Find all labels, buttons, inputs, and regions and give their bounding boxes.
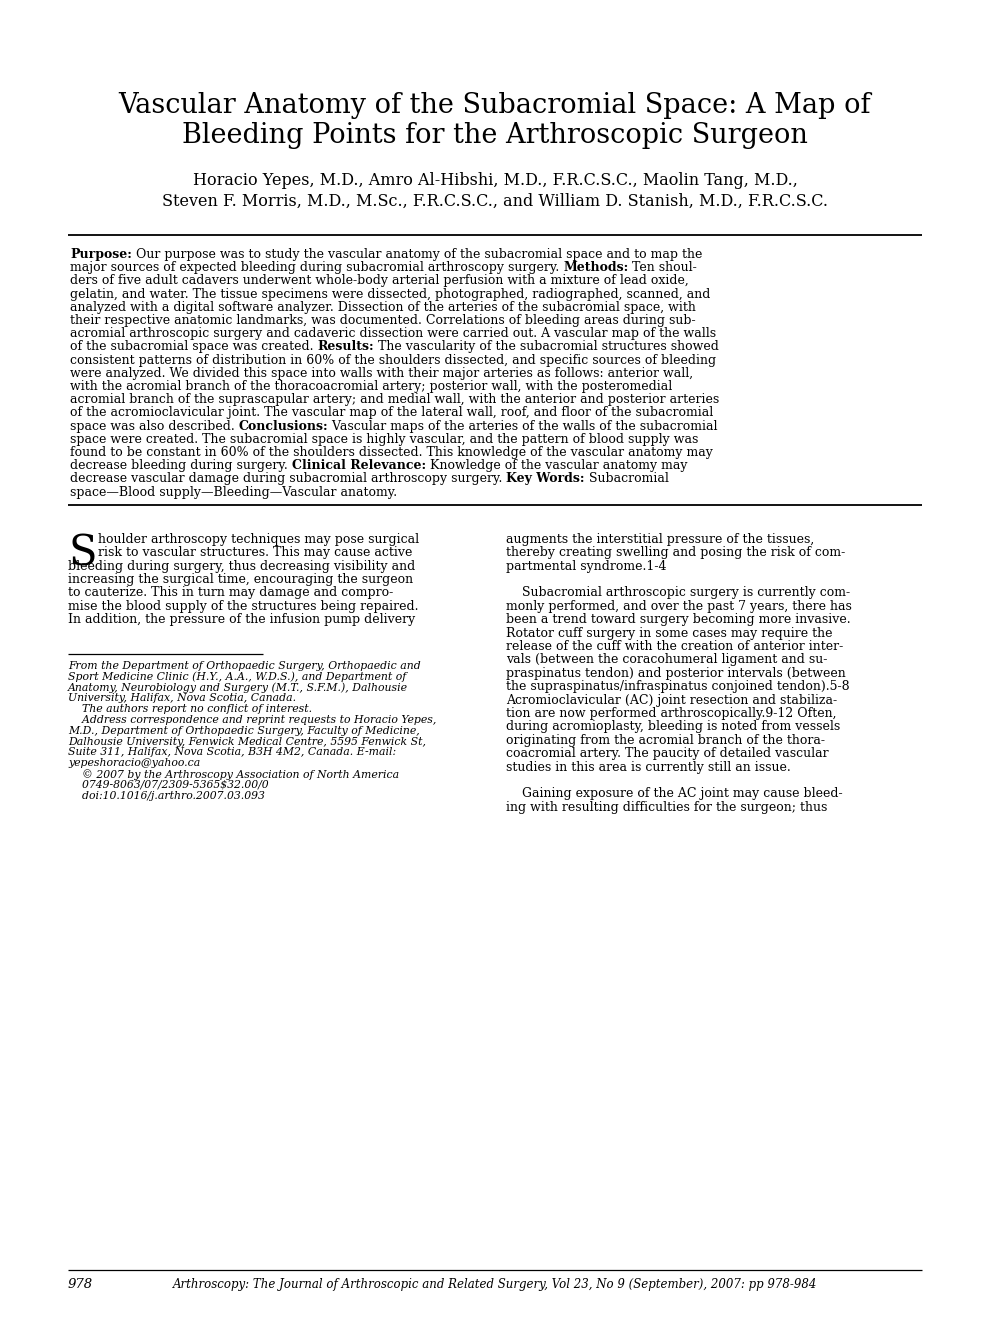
Text: thereby creating swelling and posing the risk of com-: thereby creating swelling and posing the…	[506, 546, 845, 560]
Text: bleeding during surgery, thus decreasing visibility and: bleeding during surgery, thus decreasing…	[68, 560, 415, 573]
Text: tion are now performed arthroscopically.9-12 Often,: tion are now performed arthroscopically.…	[506, 708, 837, 719]
Text: to cauterize. This in turn may damage and compro-: to cauterize. This in turn may damage an…	[68, 586, 393, 599]
Text: vals (between the coracohumeral ligament and su-: vals (between the coracohumeral ligament…	[506, 653, 828, 667]
Text: originating from the acromial branch of the thora-: originating from the acromial branch of …	[506, 734, 825, 747]
Text: Subacromial arthroscopic surgery is currently com-: Subacromial arthroscopic surgery is curr…	[506, 586, 850, 599]
Text: were analyzed. We divided this space into walls with their major arteries as fol: were analyzed. We divided this space int…	[70, 367, 693, 380]
Text: found to be constant in 60% of the shoulders dissected. This knowledge of the va: found to be constant in 60% of the shoul…	[70, 446, 713, 459]
Text: space—Blood supply—Bleeding—Vascular anatomy.: space—Blood supply—Bleeding—Vascular ana…	[70, 486, 397, 499]
Text: Acromioclavicular (AC) joint resection and stabiliza-: Acromioclavicular (AC) joint resection a…	[506, 693, 838, 706]
Text: coacromial artery. The paucity of detailed vascular: coacromial artery. The paucity of detail…	[506, 747, 829, 760]
Text: Clinical Relevance:: Clinical Relevance:	[292, 459, 426, 473]
Text: analyzed with a digital software analyzer. Dissection of the arteries of the sub: analyzed with a digital software analyze…	[70, 301, 696, 314]
Text: major sources of expected bleeding during subacromial arthroscopy surgery.: major sources of expected bleeding durin…	[70, 261, 563, 275]
Text: 0749-8063/07/2309-5365$32.00/0: 0749-8063/07/2309-5365$32.00/0	[68, 780, 268, 789]
Text: mise the blood supply of the structures being repaired.: mise the blood supply of the structures …	[68, 599, 419, 612]
Text: The authors report no conflict of interest.: The authors report no conflict of intere…	[68, 704, 312, 714]
Text: partmental syndrome.1-4: partmental syndrome.1-4	[506, 560, 666, 573]
Text: monly performed, and over the past 7 years, there has: monly performed, and over the past 7 yea…	[506, 599, 851, 612]
Text: increasing the surgical time, encouraging the surgeon: increasing the surgical time, encouragin…	[68, 573, 413, 586]
Text: space was also described.: space was also described.	[70, 420, 239, 433]
Text: Conclusions:: Conclusions:	[239, 420, 329, 433]
Text: In addition, the pressure of the infusion pump delivery: In addition, the pressure of the infusio…	[68, 614, 415, 626]
Text: the supraspinatus/infraspinatus conjoined tendon).5-8: the supraspinatus/infraspinatus conjoine…	[506, 680, 849, 693]
Text: S: S	[68, 533, 96, 574]
Text: Sport Medicine Clinic (H.Y., A.A., W.D.S.), and Department of: Sport Medicine Clinic (H.Y., A.A., W.D.S…	[68, 672, 406, 682]
Text: consistent patterns of distribution in 60% of the shoulders dissected, and speci: consistent patterns of distribution in 6…	[70, 354, 716, 367]
Text: decrease vascular damage during subacromial arthroscopy surgery.: decrease vascular damage during subacrom…	[70, 473, 506, 486]
Text: Subacromial: Subacromial	[585, 473, 669, 486]
Text: Vascular Anatomy of the Subacromial Space: A Map of: Vascular Anatomy of the Subacromial Spac…	[119, 92, 871, 119]
Text: ing with resulting difficulties for the surgeon; thus: ing with resulting difficulties for the …	[506, 801, 828, 814]
Text: their respective anatomic landmarks, was documented. Correlations of bleeding ar: their respective anatomic landmarks, was…	[70, 314, 696, 327]
Text: praspinatus tendon) and posterior intervals (between: praspinatus tendon) and posterior interv…	[506, 667, 845, 680]
Text: Methods:: Methods:	[563, 261, 629, 275]
Text: The vascularity of the subacromial structures showed: The vascularity of the subacromial struc…	[374, 341, 719, 354]
Text: been a trend toward surgery becoming more invasive.: been a trend toward surgery becoming mor…	[506, 614, 850, 626]
Text: Steven F. Morris, M.D., M.Sc., F.R.C.S.C., and William D. Stanish, M.D., F.R.C.S: Steven F. Morris, M.D., M.Sc., F.R.C.S.C…	[162, 193, 828, 210]
Text: houlder arthroscopy techniques may pose surgical: houlder arthroscopy techniques may pose …	[97, 533, 419, 545]
Text: risk to vascular structures. This may cause active: risk to vascular structures. This may ca…	[97, 546, 412, 560]
Text: Anatomy, Neurobiology and Surgery (M.T., S.F.M.), Dalhousie: Anatomy, Neurobiology and Surgery (M.T.,…	[68, 682, 408, 693]
Text: Results:: Results:	[318, 341, 374, 354]
Text: decrease bleeding during surgery.: decrease bleeding during surgery.	[70, 459, 292, 473]
Text: Dalhousie University, Fenwick Medical Centre, 5595 Fenwick St,: Dalhousie University, Fenwick Medical Ce…	[68, 737, 426, 747]
Text: Key Words:: Key Words:	[506, 473, 585, 486]
Text: of the subacromial space was created.: of the subacromial space was created.	[70, 341, 318, 354]
Text: yepeshoracio@yahoo.ca: yepeshoracio@yahoo.ca	[68, 758, 200, 768]
Text: studies in this area is currently still an issue.: studies in this area is currently still …	[506, 760, 791, 774]
Text: Suite 311, Halifax, Nova Scotia, B3H 4M2, Canada. E-mail:: Suite 311, Halifax, Nova Scotia, B3H 4M2…	[68, 747, 396, 758]
Text: Address correspondence and reprint requests to Horacio Yepes,: Address correspondence and reprint reque…	[68, 715, 437, 725]
Text: © 2007 by the Arthroscopy Association of North America: © 2007 by the Arthroscopy Association of…	[68, 770, 399, 780]
Text: acromial branch of the suprascapular artery; and medial wall, with the anterior : acromial branch of the suprascapular art…	[70, 393, 720, 407]
Text: ders of five adult cadavers underwent whole-body arterial perfusion with a mixtu: ders of five adult cadavers underwent wh…	[70, 275, 689, 288]
Text: University, Halifax, Nova Scotia, Canada.: University, Halifax, Nova Scotia, Canada…	[68, 693, 296, 704]
Text: Arthroscopy: The Journal of Arthroscopic and Related Surgery, Vol 23, No 9 (Sept: Arthroscopy: The Journal of Arthroscopic…	[173, 1278, 817, 1291]
Text: Vascular maps of the arteries of the walls of the subacromial: Vascular maps of the arteries of the wal…	[329, 420, 718, 433]
Text: Horacio Yepes, M.D., Amro Al-Hibshi, M.D., F.R.C.S.C., Maolin Tang, M.D.,: Horacio Yepes, M.D., Amro Al-Hibshi, M.D…	[193, 172, 797, 189]
Text: doi:10.1016/j.arthro.2007.03.093: doi:10.1016/j.arthro.2007.03.093	[68, 791, 265, 801]
Text: Gaining exposure of the AC joint may cause bleed-: Gaining exposure of the AC joint may cau…	[506, 788, 842, 800]
Text: M.D., Department of Orthopaedic Surgery, Faculty of Medicine,: M.D., Department of Orthopaedic Surgery,…	[68, 726, 420, 735]
Text: Knowledge of the vascular anatomy may: Knowledge of the vascular anatomy may	[426, 459, 687, 473]
Text: augments the interstitial pressure of the tissues,: augments the interstitial pressure of th…	[506, 533, 814, 545]
Text: during acromioplasty, bleeding is noted from vessels: during acromioplasty, bleeding is noted …	[506, 721, 841, 734]
Text: Purpose:: Purpose:	[70, 248, 132, 261]
Text: Bleeding Points for the Arthroscopic Surgeon: Bleeding Points for the Arthroscopic Sur…	[182, 121, 808, 149]
Text: of the acromioclavicular joint. The vascular map of the lateral wall, roof, and : of the acromioclavicular joint. The vasc…	[70, 407, 713, 420]
Text: Rotator cuff surgery in some cases may require the: Rotator cuff surgery in some cases may r…	[506, 627, 833, 640]
Text: Ten shoul-: Ten shoul-	[629, 261, 697, 275]
Text: with the acromial branch of the thoracoacromial artery; posterior wall, with the: with the acromial branch of the thoracoa…	[70, 380, 672, 393]
Text: acromial arthroscopic surgery and cadaveric dissection were carried out. A vascu: acromial arthroscopic surgery and cadave…	[70, 327, 716, 341]
Text: gelatin, and water. The tissue specimens were dissected, photographed, radiograp: gelatin, and water. The tissue specimens…	[70, 288, 711, 301]
Text: Our purpose was to study the vascular anatomy of the subacromial space and to ma: Our purpose was to study the vascular an…	[132, 248, 702, 261]
Text: space were created. The subacromial space is highly vascular, and the pattern of: space were created. The subacromial spac…	[70, 433, 698, 446]
Text: 978: 978	[68, 1278, 93, 1291]
Text: From the Department of Orthopaedic Surgery, Orthopaedic and: From the Department of Orthopaedic Surge…	[68, 661, 421, 671]
Text: release of the cuff with the creation of anterior inter-: release of the cuff with the creation of…	[506, 640, 843, 653]
Text: S: S	[68, 533, 96, 574]
